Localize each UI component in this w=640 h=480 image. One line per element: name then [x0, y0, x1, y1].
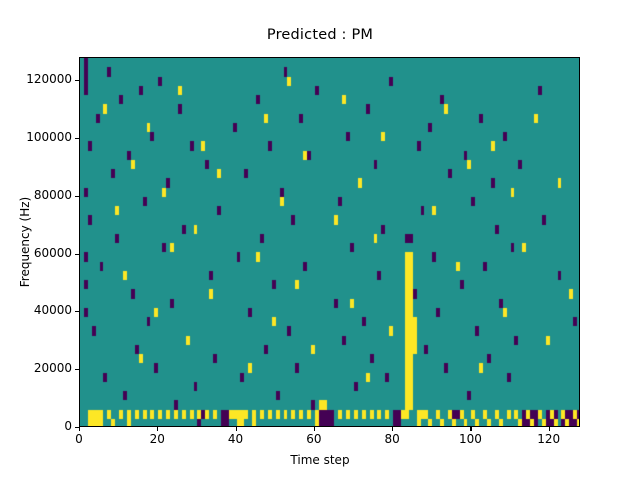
x-tick-mark	[313, 427, 315, 431]
heatmap-axes	[79, 57, 580, 427]
x-tick-label: 100	[458, 432, 482, 446]
chart-title: Predicted : PM	[266, 27, 374, 43]
y-tick-label: 120000	[26, 72, 72, 87]
x-tick-label: 80	[384, 432, 400, 446]
y-tick-mark	[75, 253, 79, 255]
y-tick-mark	[75, 80, 79, 82]
y-tick-mark	[75, 427, 79, 429]
y-tick-mark	[75, 137, 79, 140]
y-tick-label: 100000	[26, 129, 72, 144]
x-tick-mark	[548, 427, 550, 431]
y-tick-mark	[75, 195, 79, 197]
x-tick-mark	[235, 427, 237, 431]
y-tick-label: 0	[64, 419, 72, 433]
x-tick-mark	[392, 427, 394, 431]
x-tick-mark	[157, 427, 159, 431]
y-tick-mark	[75, 311, 79, 313]
x-tick-mark	[79, 427, 81, 431]
x-tick-label: 0	[75, 432, 83, 446]
x-tick-label: 40	[227, 432, 244, 446]
heatmap-image	[80, 58, 579, 426]
y-tick-mark	[75, 369, 79, 371]
y-axis-label: Frequency (Hz)	[18, 196, 32, 288]
y-tick-label: 60000	[33, 245, 72, 260]
x-tick-label: 120	[537, 432, 561, 446]
y-tick-label: 80000	[33, 187, 72, 202]
x-tick-label: 60	[306, 432, 322, 446]
y-tick-label: 40000	[33, 303, 72, 318]
x-tick-label: 20	[149, 432, 165, 446]
y-tick-label: 20000	[33, 361, 72, 376]
x-tick-mark	[470, 427, 472, 431]
x-axis-label: Time step	[290, 453, 350, 467]
